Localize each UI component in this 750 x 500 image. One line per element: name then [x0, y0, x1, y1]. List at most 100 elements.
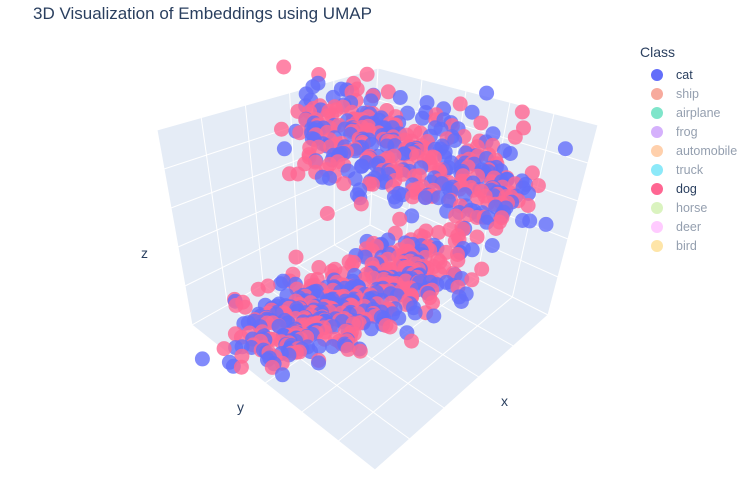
point-cat[interactable] — [417, 190, 433, 206]
point-dog[interactable] — [405, 189, 421, 205]
point-cat[interactable] — [464, 242, 480, 258]
point-dog[interactable] — [380, 84, 396, 100]
point-dog[interactable] — [237, 299, 253, 315]
point-cat[interactable] — [354, 158, 369, 174]
legend-swatch-horse — [651, 201, 663, 214]
point-dog[interactable] — [473, 115, 489, 131]
point-dog[interactable] — [464, 272, 480, 288]
legend-label: dog — [676, 181, 697, 196]
point-dog[interactable] — [319, 206, 335, 221]
point-dog[interactable] — [469, 229, 485, 245]
point-dog[interactable] — [404, 333, 419, 349]
point-dog[interactable] — [452, 96, 468, 112]
legend-swatch-frog — [651, 125, 663, 138]
point-dog[interactable] — [450, 252, 466, 268]
y-axis-title: y — [237, 399, 244, 415]
point-cat[interactable] — [457, 187, 473, 203]
legend-item-deer[interactable]: deer — [640, 217, 737, 236]
legend-label: truck — [676, 162, 704, 177]
point-cat[interactable] — [479, 85, 495, 101]
point-cat[interactable] — [538, 216, 554, 232]
point-dog[interactable] — [507, 129, 523, 145]
point-cat[interactable] — [194, 351, 210, 367]
legend-label: automobile — [676, 143, 738, 158]
point-cat[interactable] — [363, 93, 379, 109]
legend-item-horse[interactable]: horse — [640, 198, 737, 217]
legend-swatch-dog — [651, 182, 663, 195]
point-dog[interactable] — [234, 348, 250, 364]
point-dog[interactable] — [488, 221, 504, 236]
point-dog[interactable] — [365, 176, 380, 192]
point-cat[interactable] — [415, 110, 430, 126]
point-cat[interactable] — [311, 355, 326, 371]
point-dog[interactable] — [216, 341, 232, 357]
point-dog[interactable] — [431, 225, 446, 240]
legend-item-bird[interactable]: bird — [640, 236, 737, 255]
point-dog[interactable] — [353, 196, 369, 212]
legend-item-dog[interactable]: dog — [640, 179, 737, 198]
point-cat[interactable] — [322, 170, 337, 186]
legend-label: cat — [676, 67, 693, 82]
point-cat[interactable] — [392, 90, 408, 105]
legend-item-cat[interactable]: cat — [640, 65, 737, 84]
point-cat[interactable] — [363, 321, 379, 337]
point-dog[interactable] — [276, 59, 292, 75]
point-dog[interactable] — [474, 261, 490, 277]
legend-swatch-ship — [651, 87, 663, 100]
legend-label: frog — [676, 124, 698, 139]
point-dog[interactable] — [524, 165, 540, 181]
legend-label: airplane — [676, 105, 721, 120]
point-dog[interactable] — [292, 125, 308, 141]
point-dog[interactable] — [352, 343, 368, 359]
point-cat[interactable] — [273, 276, 289, 292]
legend-swatch-deer — [651, 220, 663, 233]
floor-grid-line — [338, 296, 513, 442]
legend-swatch-automobile — [651, 144, 663, 157]
point-cat[interactable] — [426, 308, 442, 324]
point-dog[interactable] — [336, 176, 352, 192]
point-cat[interactable] — [464, 104, 480, 120]
point-cat[interactable] — [453, 294, 469, 309]
point-cat[interactable] — [325, 339, 341, 355]
point-cat[interactable] — [407, 305, 423, 321]
point-dog[interactable] — [382, 319, 398, 335]
legend-swatch-cat — [651, 68, 663, 81]
x-axis-title: x — [501, 393, 508, 409]
point-dog[interactable] — [274, 121, 289, 137]
z-axis-title: z — [141, 245, 148, 261]
point-cat[interactable] — [275, 367, 290, 383]
point-dog[interactable] — [290, 166, 306, 182]
point-dog[interactable] — [359, 66, 375, 82]
point-dog[interactable] — [514, 104, 530, 120]
data-points[interactable] — [194, 59, 573, 383]
legend-item-frog[interactable]: frog — [640, 122, 737, 141]
legend-swatch-bird — [651, 239, 663, 252]
legend-items: cat ship airplane frog automobile truck dog hor… — [640, 65, 737, 255]
legend-item-airplane[interactable]: airplane — [640, 103, 737, 122]
left-wall-grid-line — [244, 105, 264, 286]
point-cat[interactable] — [484, 238, 500, 253]
point-cat[interactable] — [276, 141, 292, 157]
point-dog[interactable] — [340, 341, 356, 357]
point-cat[interactable] — [388, 193, 404, 209]
legend-item-truck[interactable]: truck — [640, 160, 737, 179]
point-dog[interactable] — [250, 281, 266, 297]
point-dog[interactable] — [448, 208, 464, 224]
point-dog[interactable] — [233, 359, 249, 375]
point-cat[interactable] — [502, 146, 518, 161]
point-cat[interactable] — [404, 208, 420, 224]
point-dog[interactable] — [392, 211, 408, 227]
legend-item-automobile[interactable]: automobile — [640, 141, 737, 160]
legend-label: deer — [676, 219, 702, 234]
point-dog[interactable] — [311, 260, 327, 275]
point-dog[interactable] — [288, 249, 304, 265]
legend-item-ship[interactable]: ship — [640, 84, 737, 103]
point-cat[interactable] — [522, 213, 538, 229]
point-dog[interactable] — [520, 198, 536, 213]
point-cat[interactable] — [557, 141, 573, 157]
floor-grid-line — [301, 278, 478, 413]
legend-label: horse — [676, 200, 708, 215]
point-cat[interactable] — [447, 133, 463, 148]
point-cat[interactable] — [400, 105, 415, 121]
